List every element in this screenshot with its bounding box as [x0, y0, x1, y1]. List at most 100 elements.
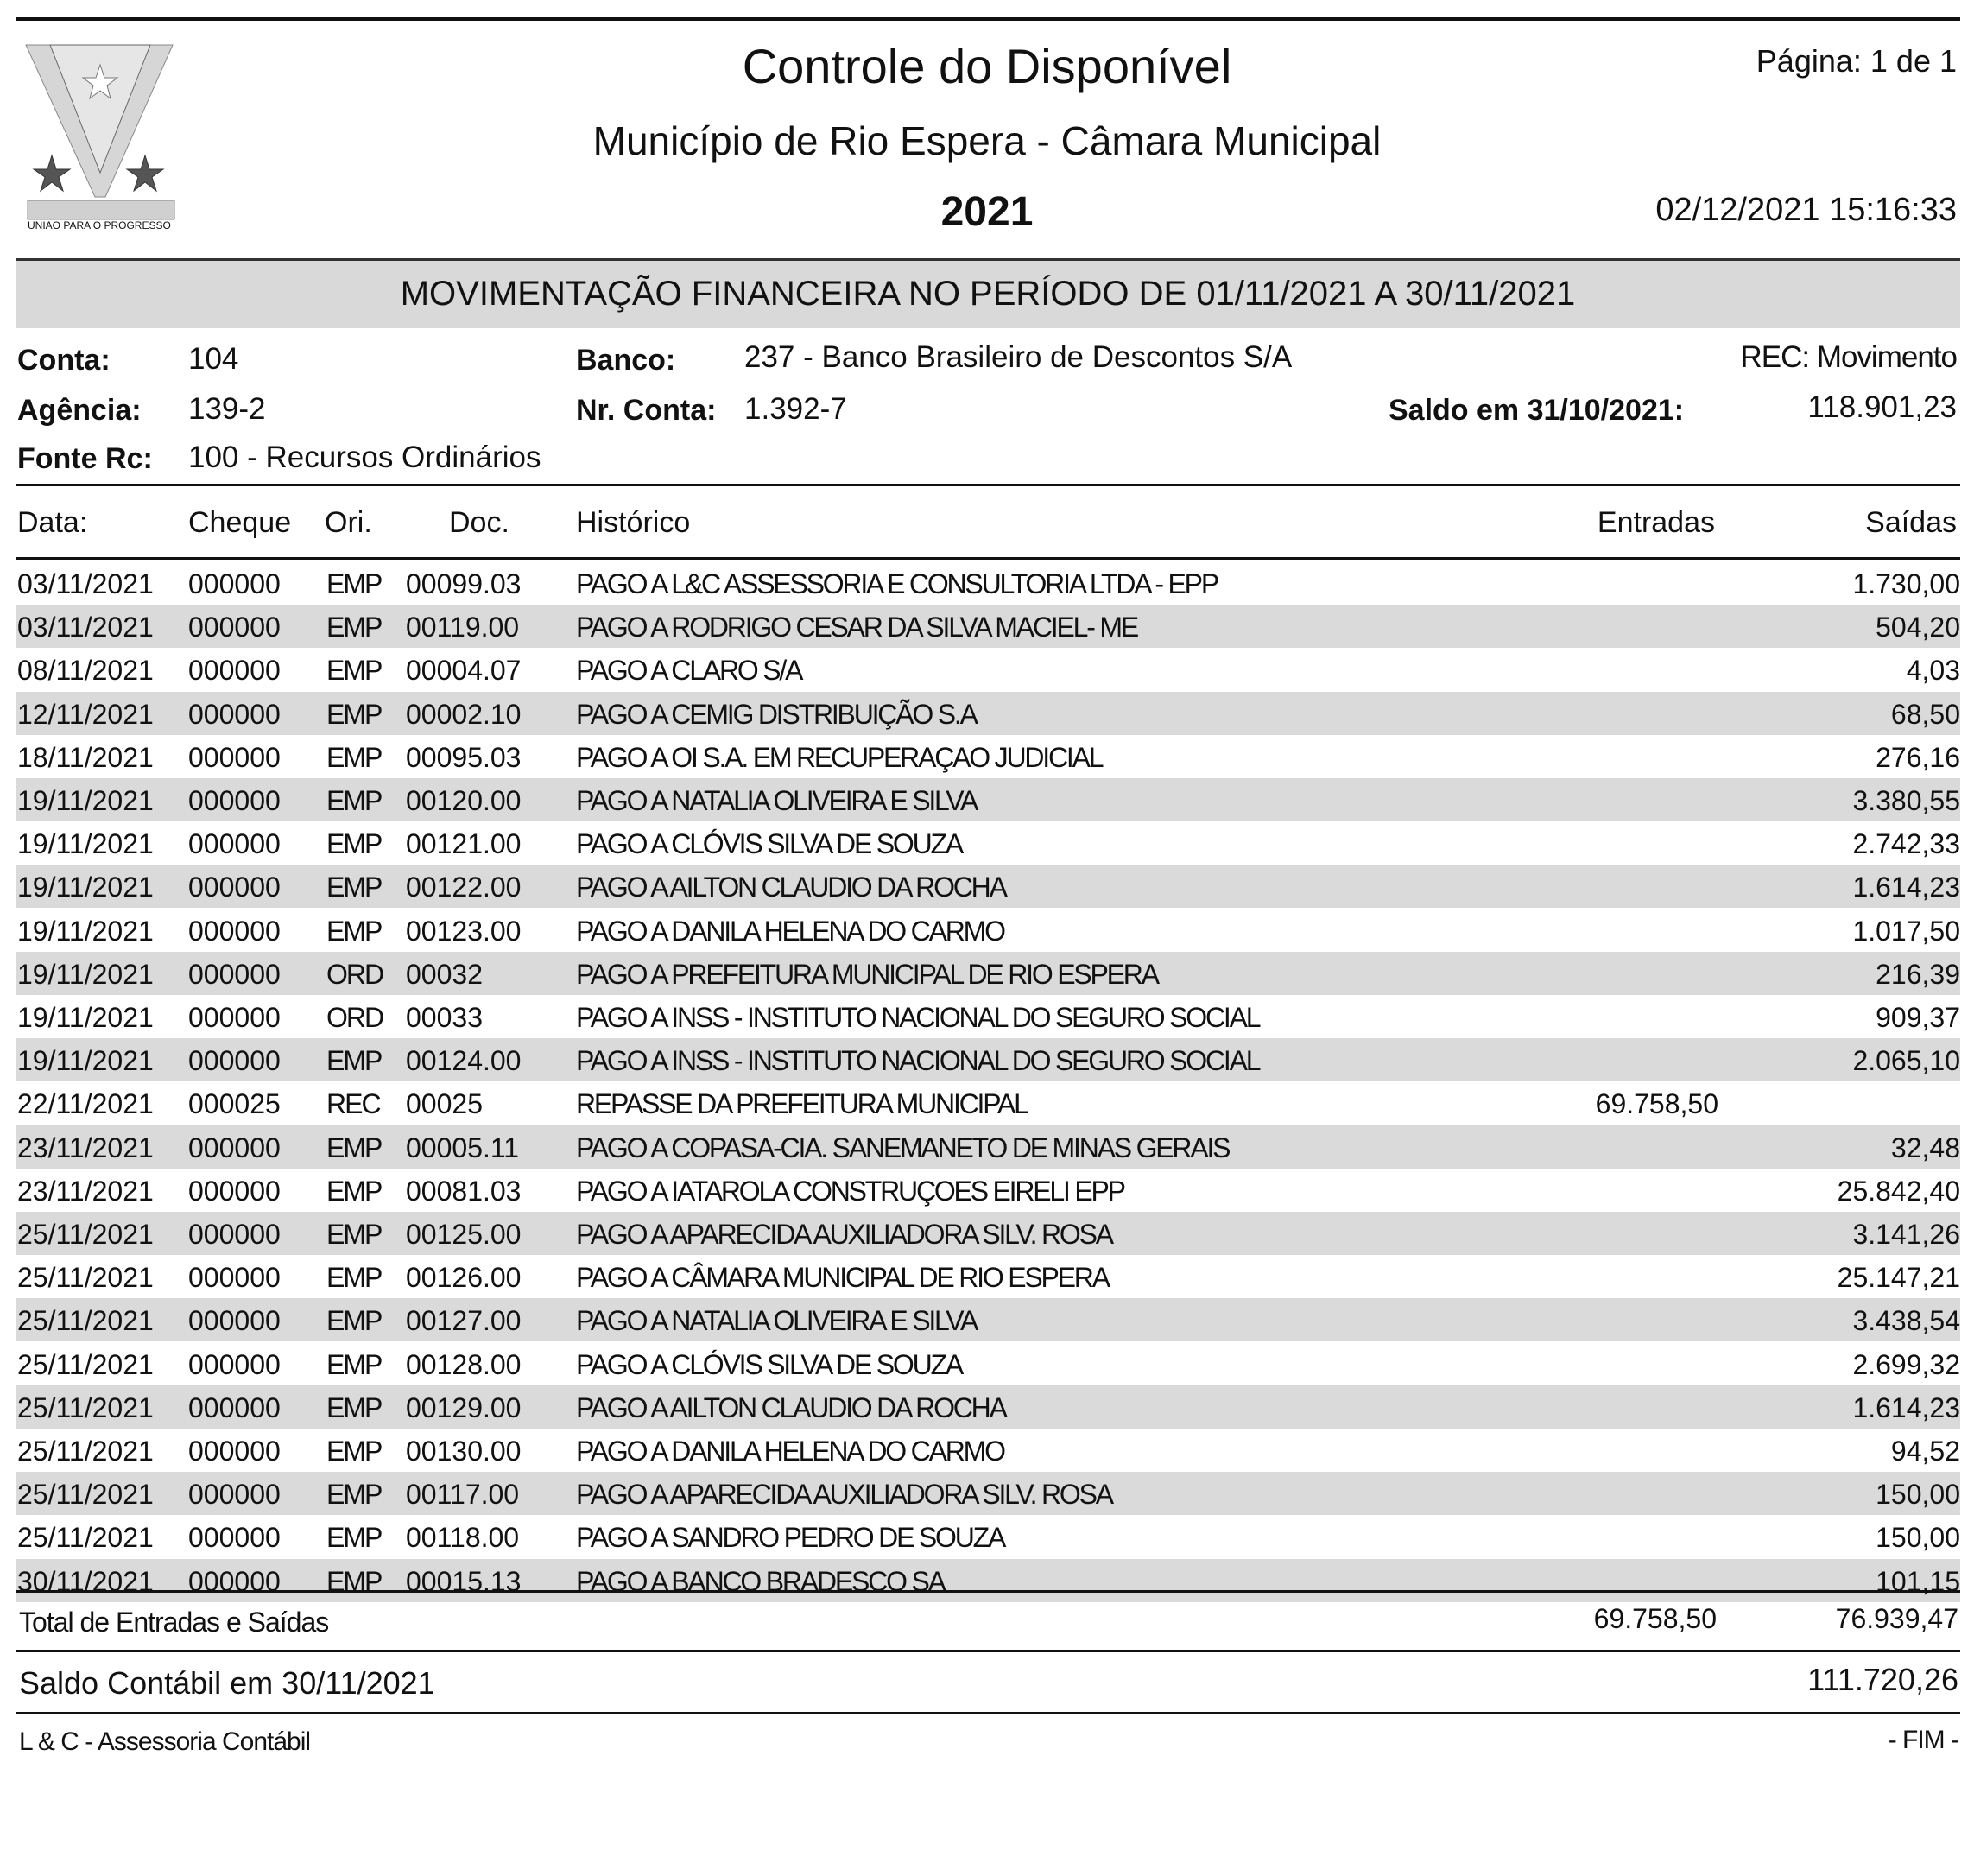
cell-cheque: 000000 [188, 741, 281, 773]
cell-ori: EMP [326, 1391, 383, 1423]
rule [16, 1712, 1960, 1714]
cell-date: 25/11/2021 [17, 1219, 154, 1250]
saldo-anterior-label: Saldo em 31/10/2021: [1389, 394, 1685, 427]
cell-saidas: 3.141,26 [1852, 1219, 1960, 1250]
cell-cheque: 000000 [188, 612, 281, 643]
cell-doc: 00128.00 [406, 1348, 522, 1380]
cell-historico: REPASSE DA PREFEITURA MUNICIPAL [576, 1088, 1029, 1120]
cell-historico: PAGO A APARECIDA AUXILIADORA SILV. ROSA [576, 1479, 1114, 1511]
table-row: 19/11/2021 000000 EMP 00124.00 PAGO A INSS -… [16, 1038, 1960, 1082]
cell-saidas: 2.742,33 [1852, 828, 1960, 860]
logo: UNIAO PARA O PROGRESSO [24, 43, 176, 233]
report-title: Controle do Disponível [742, 39, 1232, 93]
cell-saidas: 1.614,23 [1852, 871, 1960, 903]
cell-saidas: 101,15 [1876, 1565, 1960, 1597]
cell-cheque: 000000 [188, 1522, 281, 1554]
cell-date: 19/11/2021 [17, 915, 154, 947]
cell-date: 03/11/2021 [17, 568, 154, 599]
cell-date: 23/11/2021 [17, 1175, 154, 1207]
cell-ori: EMP [326, 698, 383, 730]
cell-historico: PAGO A CÂMARA MUNICIPAL DE RIO ESPERA [576, 1262, 1110, 1294]
cell-date: 03/11/2021 [17, 612, 154, 643]
col-cheque: Cheque [188, 506, 292, 539]
cell-cheque: 000000 [188, 1131, 281, 1163]
footer-left: L & C - Assessoria Contábil [19, 1727, 311, 1756]
cell-cheque: 000000 [188, 1175, 281, 1207]
table-row: 22/11/2021 000025 REC 00025 REPASSE DA PREFE… [16, 1081, 1960, 1125]
cell-historico: PAGO A BANCO BRADESCO SA [576, 1565, 946, 1597]
table-row: 25/11/2021 000000 EMP 00128.00 PAGO A CLÓVIS… [16, 1342, 1960, 1385]
cell-ori: EMP [326, 1219, 383, 1250]
cell-cheque: 000000 [188, 1262, 281, 1294]
cell-doc: 00127.00 [406, 1305, 522, 1337]
col-historico: Histórico [576, 506, 691, 539]
cell-saidas: 1.017,50 [1852, 915, 1960, 947]
cell-ori: EMP [326, 785, 383, 816]
rule [16, 484, 1960, 486]
cell-ori: EMP [326, 1045, 383, 1077]
logo-emblem-icon [25, 44, 175, 220]
cell-saidas: 2.065,10 [1852, 1045, 1960, 1077]
table-row: 25/11/2021 000000 EMP 00129.00 PAGO A AILTON… [16, 1385, 1960, 1429]
table-row: 25/11/2021 000000 EMP 00125.00 PAGO A APAREC… [16, 1212, 1960, 1255]
cell-saidas: 1.730,00 [1852, 568, 1960, 599]
cell-ori: EMP [326, 568, 383, 599]
saldo-final-label: Saldo Contábil em 30/11/2021 [19, 1665, 435, 1701]
cell-saidas: 25.147,21 [1837, 1262, 1960, 1294]
table-row: 08/11/2021 000000 EMP 00004.07 PAGO A CLARO … [16, 648, 1960, 691]
cell-ori: ORD [326, 1002, 384, 1033]
cell-date: 25/11/2021 [17, 1436, 154, 1467]
timestamp: 02/12/2021 15:16:33 [1655, 192, 1957, 228]
totals-entradas: 69.758,50 [1593, 1603, 1717, 1634]
cell-doc: 00033 [406, 1002, 483, 1033]
cell-cheque: 000000 [188, 1348, 281, 1380]
cell-ori: EMP [326, 741, 383, 773]
cell-date: 19/11/2021 [17, 828, 154, 860]
cell-cheque: 000000 [188, 1305, 281, 1337]
cell-doc: 00130.00 [406, 1436, 522, 1467]
cell-date: 23/11/2021 [17, 1131, 154, 1163]
cell-doc: 00095.03 [406, 741, 522, 773]
cell-cheque: 000000 [188, 828, 281, 860]
cell-cheque: 000000 [188, 785, 281, 816]
top-rule [16, 17, 1960, 21]
cell-doc: 00005.11 [406, 1131, 520, 1163]
cell-ori: EMP [326, 1522, 383, 1554]
cell-date: 19/11/2021 [17, 958, 154, 990]
cell-date: 25/11/2021 [17, 1479, 154, 1511]
cell-ori: EMP [326, 1175, 383, 1207]
cell-ori: EMP [326, 1479, 383, 1511]
cell-doc: 00099.03 [406, 568, 522, 599]
cell-doc: 00120.00 [406, 785, 522, 816]
cell-cheque: 000000 [188, 915, 281, 947]
cell-saidas: 1.614,23 [1852, 1391, 1960, 1423]
cell-historico: PAGO A INSS - INSTITUTO NACIONAL DO SEGU… [576, 1045, 1262, 1077]
cell-cheque: 000000 [188, 1045, 281, 1077]
cell-saidas: 94,52 [1890, 1436, 1960, 1467]
cell-cheque: 000000 [188, 871, 281, 903]
cell-doc: 00125.00 [406, 1219, 522, 1250]
cell-cheque: 000000 [188, 1565, 281, 1597]
cell-cheque: 000000 [188, 698, 281, 730]
cell-date: 18/11/2021 [17, 741, 154, 773]
cell-doc: 00122.00 [406, 871, 522, 903]
cell-date: 19/11/2021 [17, 785, 154, 816]
totals-saidas: 76.939,47 [1835, 1603, 1958, 1634]
cell-cheque: 000000 [188, 1391, 281, 1423]
cell-saidas: 68,50 [1890, 698, 1960, 730]
table-row: 19/11/2021 000000 EMP 00121.00 PAGO A CLÓVIS… [16, 821, 1960, 865]
cell-historico: PAGO A NATALIA OLIVEIRA E SILVA [576, 785, 978, 816]
cell-ori: EMP [326, 1565, 383, 1597]
cell-saidas: 150,00 [1876, 1479, 1960, 1511]
cell-historico: PAGO A CLÓVIS SILVA DE SOUZA [576, 828, 964, 860]
cell-saidas: 150,00 [1876, 1522, 1960, 1554]
table-row: 30/11/2021 000000 EMP 00015.13 PAGO A BANCO … [16, 1558, 1960, 1602]
report-year: 2021 [940, 189, 1034, 235]
cell-ori: EMP [326, 1305, 383, 1337]
table-row: 19/11/2021 000000 ORD 00032 PAGO A PREFEITUR… [16, 951, 1960, 995]
cell-date: 25/11/2021 [17, 1348, 154, 1380]
cell-ori: ORD [326, 958, 384, 990]
table-row: 03/11/2021 000000 EMP 00119.00 PAGO A RODRIG… [16, 605, 1960, 649]
agencia-value: 139-2 [188, 392, 266, 426]
cell-saidas: 3.380,55 [1852, 785, 1960, 816]
